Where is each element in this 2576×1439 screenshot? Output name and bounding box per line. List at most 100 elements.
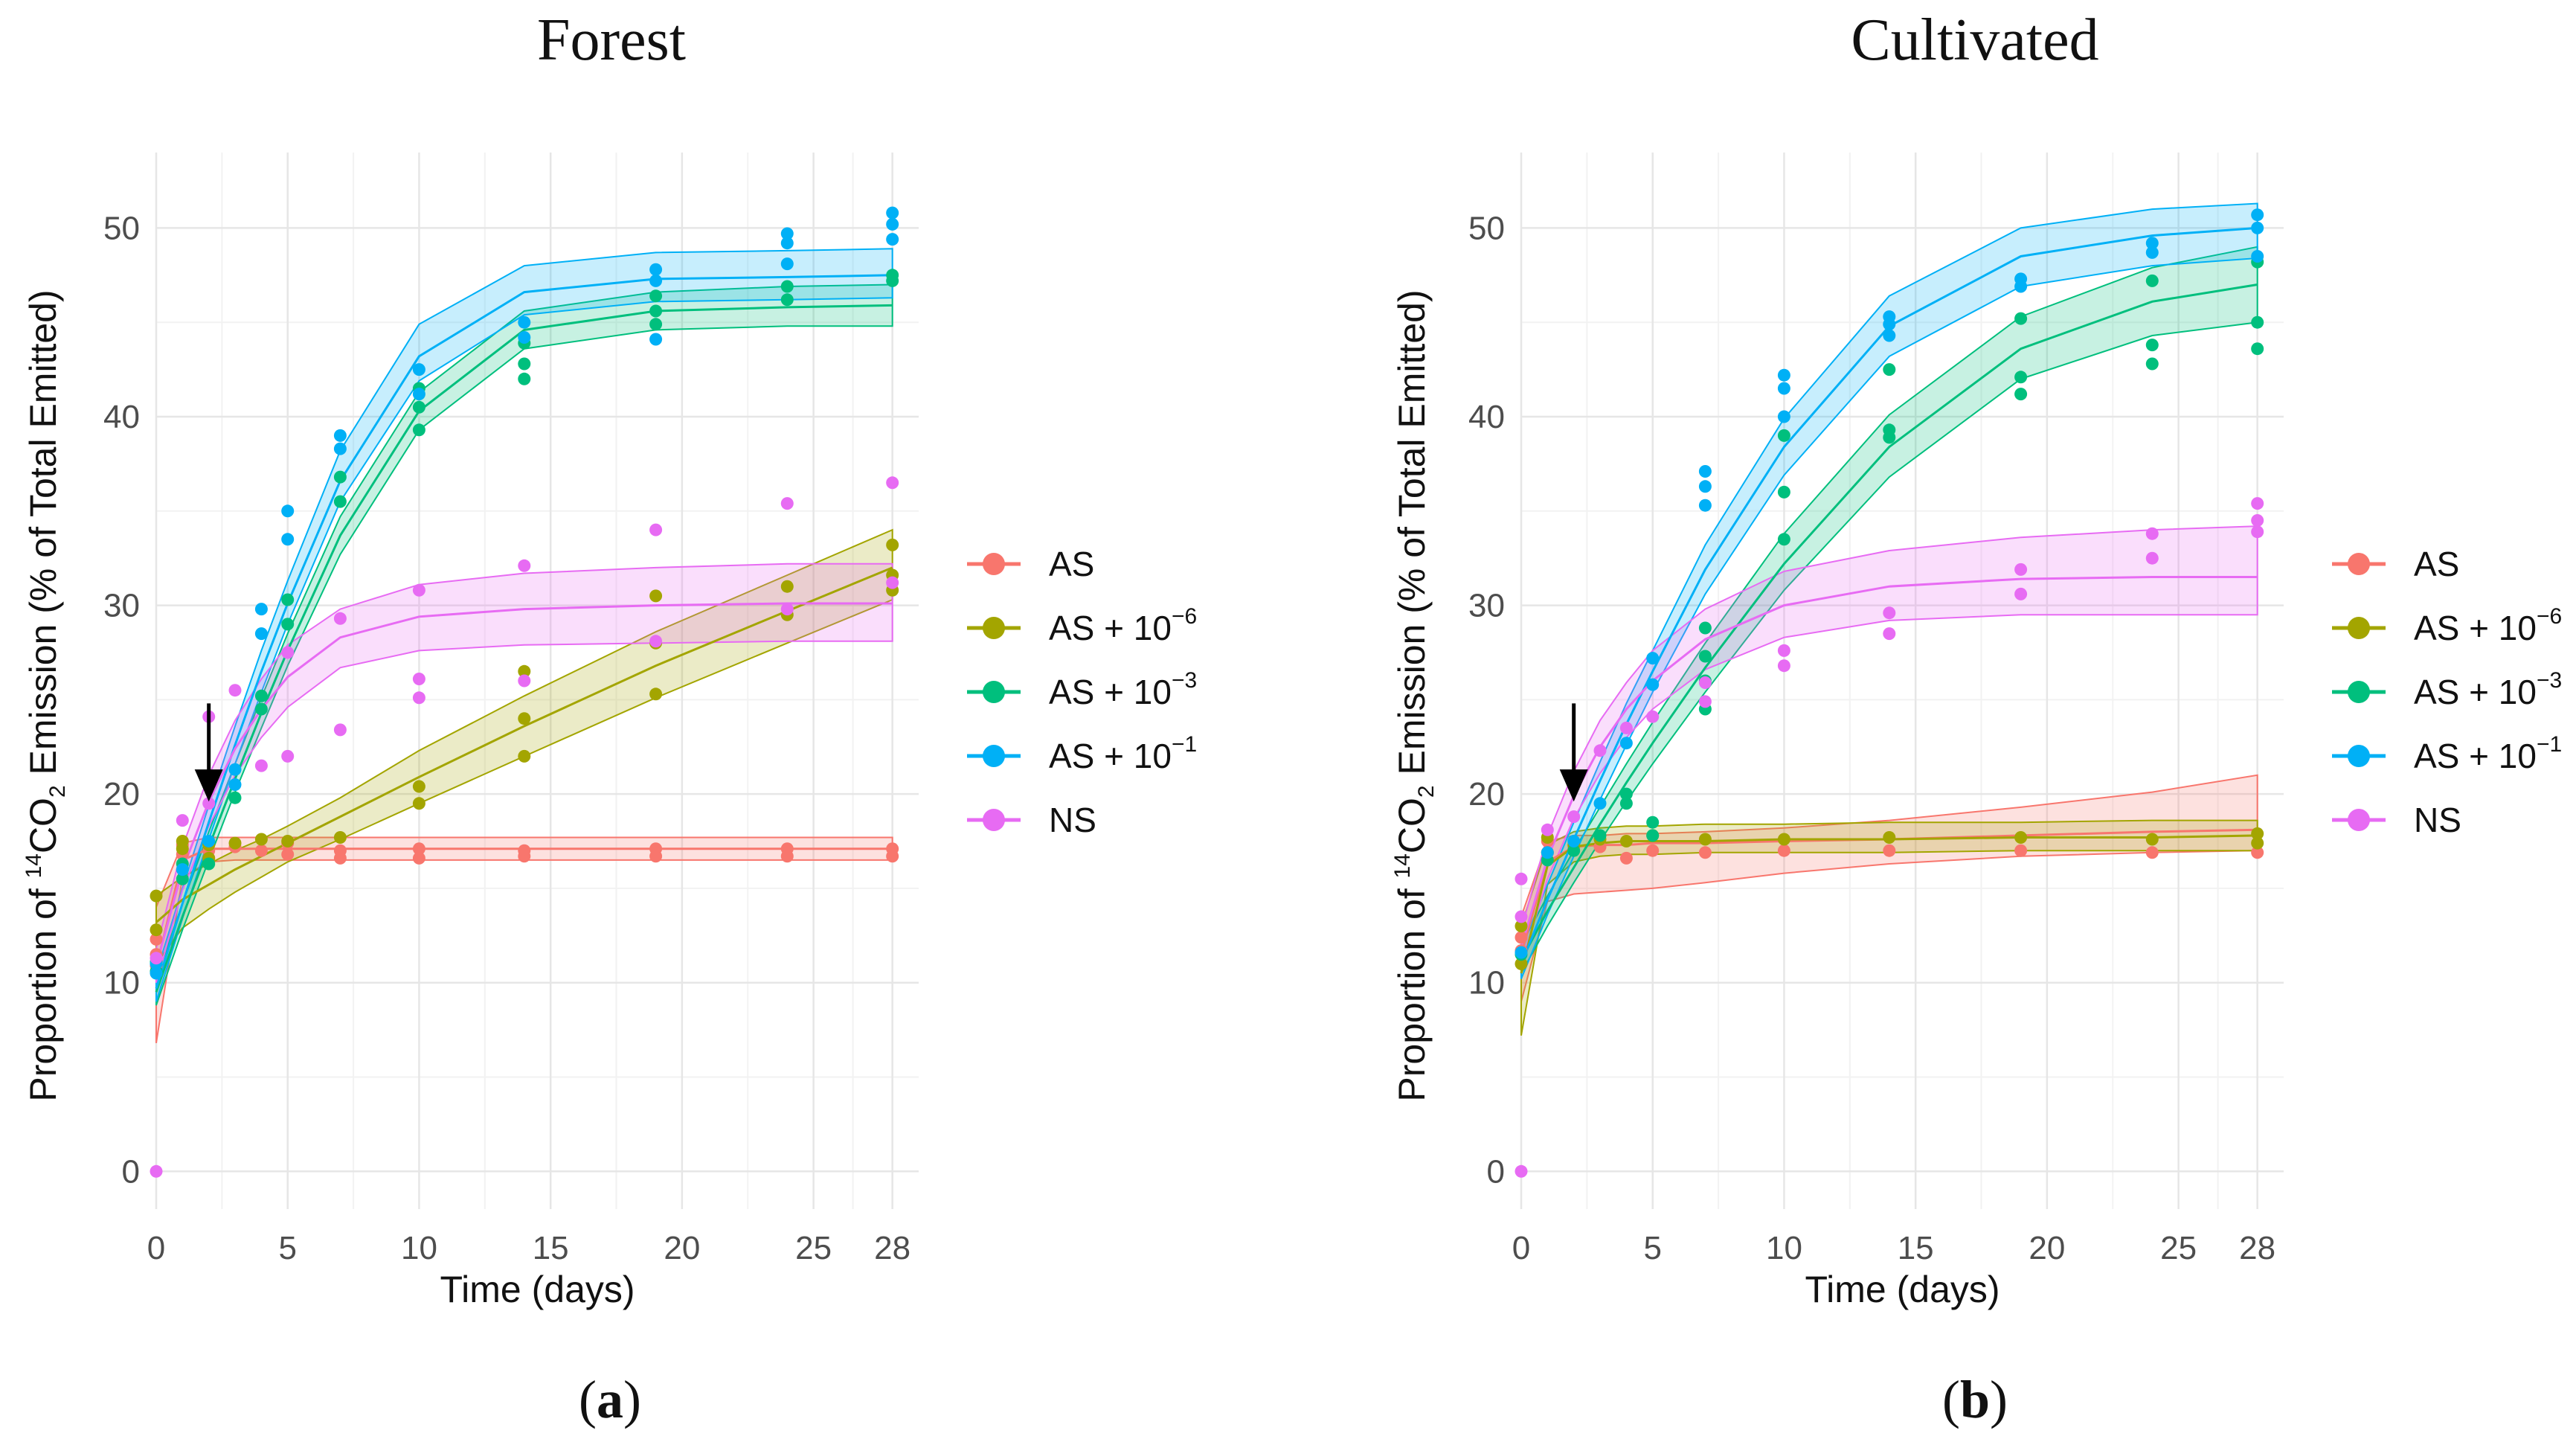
caption-letter: a [597,1370,623,1429]
data-point [1646,710,1660,723]
data-point [1777,533,1790,546]
data-point [2145,551,2159,565]
data-point [649,274,663,287]
data-point [333,442,347,455]
y-tick-label: 0 [122,1153,140,1190]
data-point [1883,310,1896,324]
data-point [254,833,268,846]
legend-label-text: AS + 10 [2414,609,2537,647]
data-point [649,263,663,276]
data-point [2251,250,2264,263]
data-point [886,269,899,282]
legend-label: NS [2414,801,2461,839]
data-point [150,932,163,946]
data-point [2251,514,2264,527]
data-point [780,280,794,293]
data-point [412,583,425,597]
data-point [2014,563,2028,576]
legend-key-dot [2348,745,2370,767]
data-point [333,495,347,508]
data-point [649,523,663,536]
data-point [150,889,163,903]
data-point [1883,329,1896,342]
data-point [176,872,189,885]
data-point [412,851,425,865]
y-axis-label-part: Proportion of [1391,878,1433,1101]
data-point [780,257,794,271]
data-point [1515,931,1528,944]
data-point [228,778,242,791]
data-point [886,850,899,863]
data-point [2014,388,2028,401]
legend-item: NS [2332,801,2461,839]
data-point [412,842,425,856]
legend-label: AS + 10−3 [2414,668,2562,711]
data-point [412,673,425,685]
arrow-annotation [194,703,223,802]
panel-caption: (b) [1942,1370,2008,1429]
data-point [412,797,425,810]
panel-forest: Forest 0 10 20 30 40 50 0 5 10 15 20 25 28 Time (days)… [22,7,919,1429]
data-point [176,863,189,876]
legend-label: AS [1049,545,1094,583]
data-point [1646,815,1660,829]
data-point [228,684,242,697]
panel-caption: (a) [579,1370,641,1429]
data-point [150,952,163,965]
data-point [228,763,242,776]
data-point [780,293,794,307]
legend-label: AS + 10−1 [1049,732,1197,775]
data-point [281,504,295,518]
data-point [2145,846,2159,859]
data-points [1515,208,2264,1178]
legend-label-text: AS + 10 [1049,609,1172,647]
x-tick-label: 5 [278,1230,296,1266]
x-tick-label: 28 [874,1230,910,1266]
legend-label-text: AS [1049,545,1094,583]
data-point [518,712,531,725]
data-point [1698,676,1712,689]
y-axis-label: Proportion of 14CO2 Emission (% of Total… [1390,289,1439,1101]
y-axis-label-part: Proportion of [22,878,64,1101]
data-point [780,850,794,863]
y-axis-label-sup: 14 [1390,853,1415,878]
data-point [649,304,663,318]
y-tick-label: 40 [103,399,140,435]
y-axis-label-sub: 2 [45,785,70,798]
legend-item: AS + 10−3 [967,668,1197,711]
data-point [1593,829,1607,842]
data-point [518,315,531,329]
data-point [518,664,531,678]
data-point [780,603,794,616]
data-point [333,612,347,625]
x-tick-label: 25 [2160,1230,2197,1266]
y-tick-label: 20 [1468,776,1505,813]
legend-label: AS + 10−1 [2414,732,2562,775]
data-point [176,842,189,856]
y-tick-label: 0 [1487,1153,1505,1190]
data-point [2145,833,2159,846]
arrow-head [1559,769,1588,802]
data-point [412,691,425,705]
y-axis-label-part: CO [1391,798,1433,853]
legend-label-exponent: −3 [1172,668,1197,693]
data-point [333,851,347,865]
fit-line [1520,283,2258,961]
data-point [202,857,216,871]
legend-key-dot [2348,553,2370,575]
data-point [1541,823,1554,836]
data-point [1646,844,1660,857]
data-point [1619,851,1633,865]
data-point [281,533,295,546]
data-point [228,836,242,850]
data-point [2251,846,2264,859]
data-point [333,470,347,484]
data-point [1515,957,1528,970]
data-point [281,847,295,861]
data-point [2014,272,2028,286]
data-point [412,780,425,793]
data-point [1698,621,1712,635]
caption-letter: b [1960,1370,1990,1429]
